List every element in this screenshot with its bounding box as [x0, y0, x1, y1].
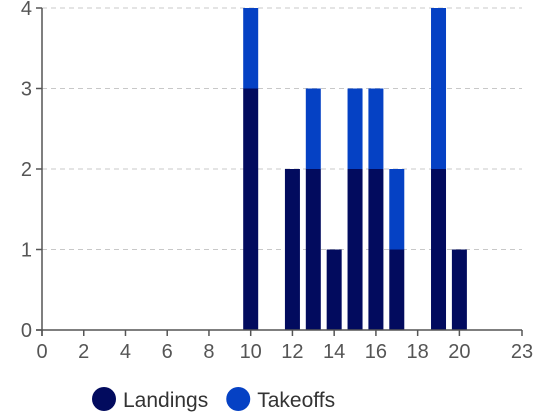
legend-item-takeoffs[interactable]: Takeoffs	[226, 387, 335, 412]
y-tick-label-2: 2	[21, 159, 32, 181]
bar-landings-x13[interactable]	[305, 169, 321, 330]
legend-item-landings[interactable]: Landings	[92, 387, 208, 412]
bar-takeoffs-x13[interactable]	[305, 88, 321, 170]
x-tick-label-23: 23	[511, 341, 533, 363]
y-tick-label-0: 0	[21, 320, 32, 342]
legend-label-landings: Landings	[123, 389, 208, 412]
bar-landings-x19[interactable]	[431, 169, 447, 330]
x-tick-label-10: 10	[240, 341, 262, 363]
x-tick-label-12: 12	[281, 341, 303, 363]
x-tick-label-16: 16	[365, 341, 387, 363]
bar-takeoffs-x19[interactable]	[431, 8, 447, 169]
bar-takeoffs-x16[interactable]	[368, 88, 384, 170]
x-tick-label-18: 18	[407, 341, 429, 363]
y-tick-label-1: 1	[21, 240, 32, 262]
bar-takeoffs-x10[interactable]	[243, 8, 259, 89]
y-tick-label-3: 3	[21, 79, 32, 101]
bar-takeoffs-x17[interactable]	[389, 169, 405, 250]
bars-layer	[243, 8, 467, 330]
legend[interactable]: Landings Takeoffs	[92, 387, 335, 412]
x-tick-label-8: 8	[203, 341, 214, 363]
x-tick-label-6: 6	[162, 341, 173, 363]
x-tick-label-20: 20	[448, 341, 470, 363]
bar-landings-x15[interactable]	[347, 169, 363, 330]
legend-label-takeoffs: Takeoffs	[257, 389, 335, 412]
bar-landings-x10[interactable]	[243, 88, 259, 331]
y-tick-label-4: 4	[21, 0, 32, 20]
bar-landings-x12[interactable]	[284, 169, 300, 330]
legend-swatch-takeoffs	[226, 387, 251, 411]
x-tick-label-0: 0	[36, 341, 47, 363]
grid-layer	[42, 7, 522, 250]
bar-landings-x14[interactable]	[326, 249, 342, 331]
bar-landings-x20[interactable]	[451, 249, 467, 331]
x-tick-label-2: 2	[78, 341, 89, 363]
legend-swatch-landings	[92, 387, 116, 411]
bar-landings-x16[interactable]	[368, 169, 384, 330]
bar-landings-x17[interactable]	[389, 249, 405, 331]
bar-takeoffs-x15[interactable]	[347, 88, 363, 170]
x-tick-label-4: 4	[120, 341, 131, 363]
x-tick-label-14: 14	[323, 341, 345, 363]
